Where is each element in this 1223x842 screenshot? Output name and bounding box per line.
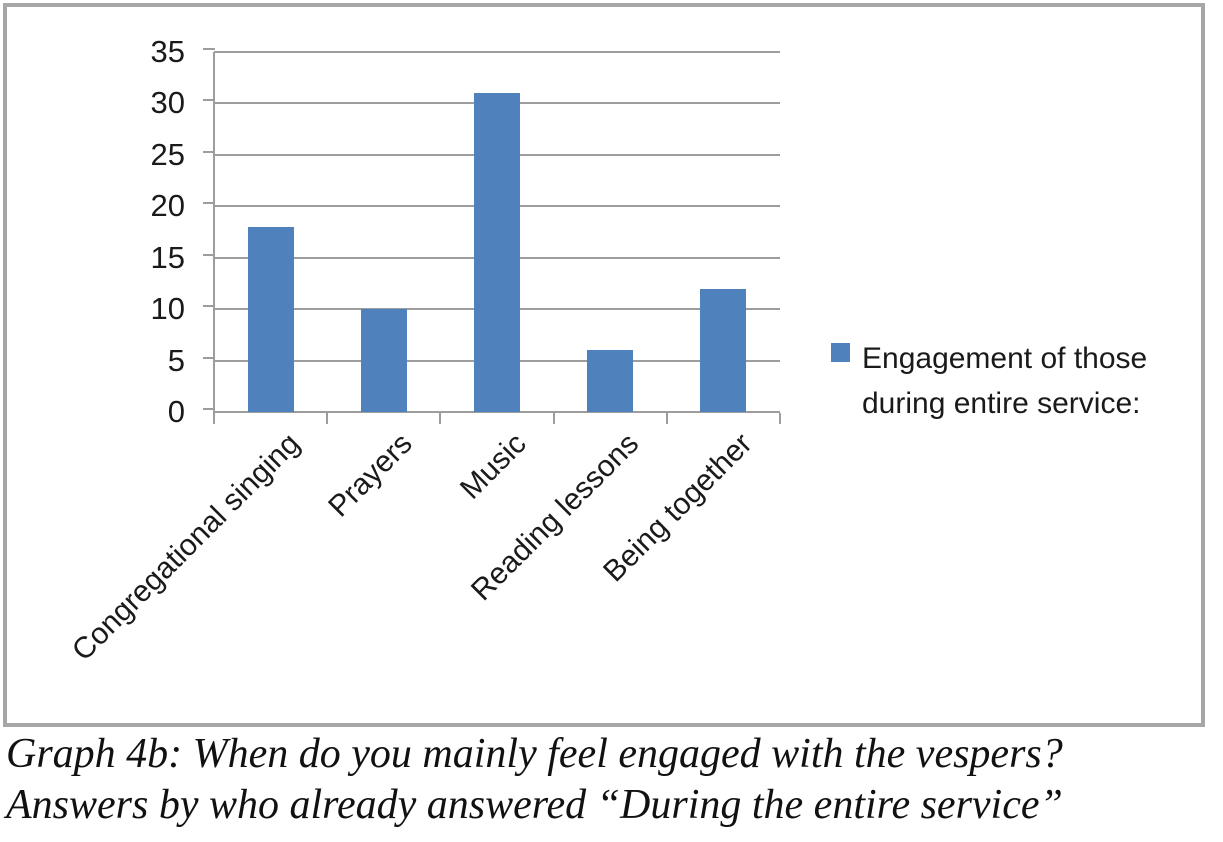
legend: Engagement of those during entire servic…	[831, 336, 1147, 426]
y-tick	[203, 305, 215, 308]
x-category-label: Music	[453, 427, 533, 506]
y-tick-label: 10	[150, 291, 185, 327]
x-tick	[439, 413, 442, 424]
y-tick	[203, 202, 215, 205]
y-tick	[203, 408, 215, 410]
x-tick	[326, 413, 329, 424]
x-category-label: Prayers	[322, 427, 420, 524]
y-tick	[203, 253, 215, 256]
legend-label: Engagement of those during entire servic…	[862, 342, 1148, 420]
y-tick	[203, 48, 215, 50]
y-tick-label: 0	[167, 394, 185, 429]
bar-congregational-singing	[247, 226, 294, 412]
y-tick-label: 15	[150, 239, 185, 275]
chart-caption: Graph 4b: When do you mainly feel engage…	[6, 731, 1063, 828]
y-tick-label: 20	[150, 188, 185, 224]
chart-frame: 0 5 10 15 20 25 30 35 Congregational singing Pra…	[3, 3, 1205, 727]
x-tick	[665, 413, 668, 424]
bar-prayers	[360, 309, 407, 412]
y-tick-label: 25	[150, 136, 185, 172]
x-tick	[552, 413, 555, 424]
y-tick	[203, 150, 215, 153]
x-tick	[213, 413, 215, 424]
y-tick-label: 35	[150, 34, 185, 69]
y-tick-label: 30	[150, 85, 185, 121]
legend-marker-icon	[831, 343, 850, 362]
x-axis-line	[214, 411, 780, 413]
x-tick	[779, 413, 781, 424]
y-tick-label: 5	[167, 342, 185, 378]
y-tick	[203, 356, 215, 359]
y-tick	[203, 99, 215, 102]
plot-area	[213, 51, 780, 422]
gridline	[214, 51, 780, 53]
bar-reading-lessons	[587, 350, 634, 412]
bar-music	[474, 93, 520, 412]
x-category-label: Congregational singing	[65, 427, 306, 668]
bar-being-together	[700, 288, 747, 412]
y-axis-line	[213, 52, 215, 422]
